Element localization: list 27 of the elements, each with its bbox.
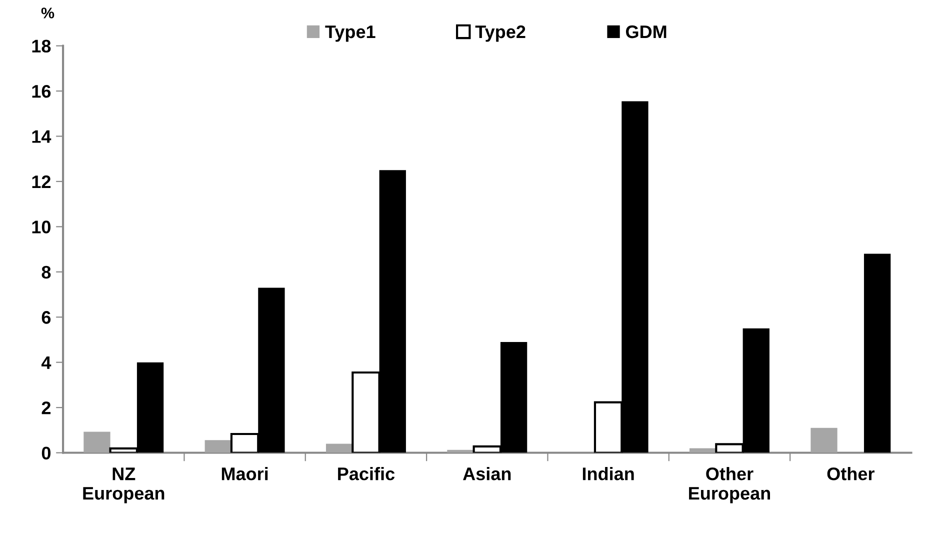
x-tick-label: Pacific: [338, 467, 395, 480]
y-tick-label: 18: [32, 40, 51, 53]
y-tick-label: 10: [32, 220, 50, 234]
x-tick-label: Maori: [222, 467, 268, 480]
bar: [326, 444, 353, 453]
y-tick-label: 16: [32, 84, 51, 98]
bar: [84, 432, 110, 453]
bar: [689, 448, 716, 453]
y-tick-label: 0: [42, 446, 50, 460]
x-tick-label: Indian: [582, 467, 634, 480]
legend-label: Type2: [475, 25, 526, 42]
legend-label: GDM: [626, 25, 666, 38]
x-tick-label: Other European: [689, 467, 770, 504]
y-axis-title: %: [41, 8, 54, 18]
bar: [204, 440, 232, 453]
y-tick-label: 12: [32, 175, 51, 188]
y-tick-label: 4: [41, 356, 52, 369]
y-tick-label: 14: [32, 130, 52, 143]
y-tick-label: 8: [42, 266, 51, 279]
x-tick-label: Asian: [463, 467, 511, 480]
x-tick-label: NZ European: [83, 468, 164, 504]
y-tick-label: 6: [42, 311, 51, 324]
x-tick-label: Other: [827, 467, 874, 480]
bar: [864, 254, 891, 453]
legend-label: Type1: [325, 26, 376, 42]
y-tick-label: 2: [42, 401, 51, 414]
bar: [810, 428, 838, 453]
